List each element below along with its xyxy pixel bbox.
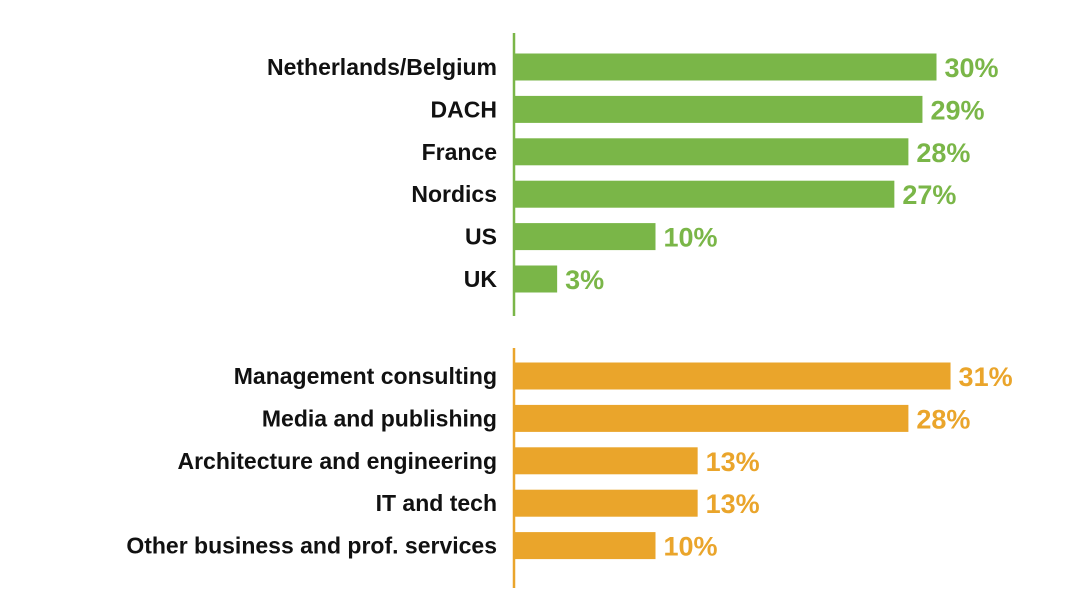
category-label: US bbox=[465, 224, 497, 250]
category-label: Netherlands/Belgium bbox=[267, 54, 497, 80]
category-label: Media and publishing bbox=[262, 405, 497, 431]
bar bbox=[515, 362, 951, 390]
value-label: 30% bbox=[945, 53, 999, 83]
industry-bar-panel: Management consulting 31% Media and publis… bbox=[126, 348, 1013, 588]
category-label: UK bbox=[464, 266, 498, 292]
bar bbox=[515, 489, 698, 517]
category-label: DACH bbox=[431, 96, 497, 122]
bar bbox=[515, 404, 909, 432]
bar bbox=[515, 265, 558, 293]
region-bar-panel: Netherlands/Belgium 30% DACH 29% France 28% No… bbox=[267, 33, 999, 316]
value-label: 3% bbox=[565, 265, 604, 295]
value-label: 27% bbox=[902, 180, 956, 210]
value-label: 28% bbox=[916, 404, 970, 434]
category-label: IT and tech bbox=[376, 490, 497, 516]
bar bbox=[515, 138, 909, 166]
value-label: 10% bbox=[664, 223, 718, 253]
bar bbox=[515, 95, 923, 123]
category-label: France bbox=[422, 139, 497, 165]
bar bbox=[515, 53, 937, 81]
value-label: 29% bbox=[930, 95, 984, 125]
bar bbox=[515, 447, 698, 475]
value-label: 13% bbox=[706, 447, 760, 477]
value-label: 28% bbox=[916, 138, 970, 168]
bar bbox=[515, 180, 895, 208]
value-label: 13% bbox=[706, 489, 760, 519]
category-label: Other business and prof. services bbox=[126, 533, 497, 559]
bar bbox=[515, 532, 656, 560]
value-label: 31% bbox=[959, 362, 1013, 392]
bar bbox=[515, 223, 656, 251]
category-label: Nordics bbox=[411, 181, 497, 207]
category-label: Architecture and engineering bbox=[177, 448, 497, 474]
value-label: 10% bbox=[664, 532, 718, 562]
category-label: Management consulting bbox=[234, 363, 497, 389]
